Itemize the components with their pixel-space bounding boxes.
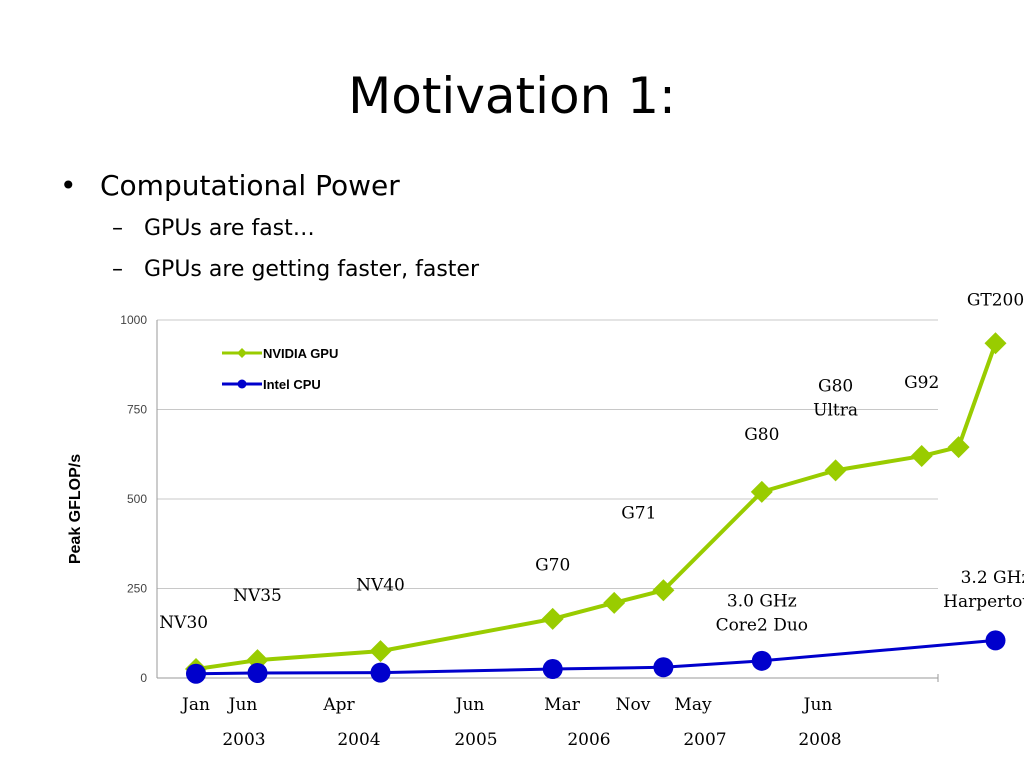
- legend-label: NVIDIA GPU: [263, 346, 338, 361]
- bullet-text: Computational Power: [100, 169, 400, 202]
- x-year-label: 2004: [337, 730, 380, 750]
- data-point-diamond: [984, 332, 1007, 355]
- data-point-diamond: [824, 459, 847, 482]
- annotation-label: G80: [818, 377, 853, 397]
- annotation-label: NV40: [356, 575, 405, 595]
- annotation-label: GT200: [967, 291, 1024, 311]
- x-month-label: Jan: [180, 695, 210, 715]
- data-point-diamond: [947, 436, 970, 459]
- data-point-circle: [186, 663, 206, 684]
- x-year-label: 2006: [567, 730, 610, 750]
- sub-bullet-text: GPUs are getting faster, faster: [144, 257, 479, 282]
- x-year-label: 2003: [222, 730, 265, 750]
- data-point-diamond: [369, 640, 392, 663]
- annotation-label: NV35: [233, 586, 282, 606]
- y-axis-label: Peak GFLOP/s: [67, 454, 84, 564]
- sub-bullet-dash: –: [112, 216, 123, 241]
- data-point-circle: [542, 659, 563, 680]
- annotation-label: Ultra: [813, 401, 858, 421]
- annotation-label: NV30: [159, 613, 208, 633]
- bullet-computational-power: • Computational Power: [60, 166, 400, 206]
- x-year-label: 2005: [454, 730, 497, 750]
- x-month-label: Nov: [616, 695, 651, 715]
- slide-title: Motivation 1:: [348, 67, 676, 125]
- annotation-label: G70: [535, 556, 570, 576]
- y-tick-label: 250: [127, 582, 147, 596]
- y-tick-label: 750: [127, 403, 147, 417]
- data-point-circle: [247, 662, 268, 683]
- legend-label: Intel CPU: [263, 377, 321, 392]
- x-month-label: Jun: [454, 695, 485, 715]
- data-point-circle: [653, 657, 674, 678]
- x-year-label: 2008: [798, 730, 841, 750]
- y-tick-label: 500: [127, 492, 147, 506]
- x-year-label: 2007: [683, 730, 726, 750]
- annotation-label: Core2 Duo: [716, 615, 808, 635]
- sub-bullet-gpus-faster: – GPUs are getting faster, faster: [112, 255, 479, 285]
- data-point-circle: [985, 630, 1006, 651]
- x-month-label: Jun: [802, 695, 833, 715]
- x-month-label: Apr: [322, 695, 355, 715]
- sub-bullet-dash: –: [112, 257, 123, 282]
- y-tick-label: 1000: [120, 313, 147, 327]
- bullet-dot: •: [60, 169, 77, 202]
- legend-marker-circle: [237, 379, 247, 389]
- y-tick-label: 0: [140, 671, 147, 685]
- gflops-chart: 0 250 500 750 1000 Peak GFLOP/s Jan Jun Apr Jun Ma…: [67, 291, 1024, 750]
- series-line-nvidia-gpu: [195, 342, 998, 672]
- annotation-label: G71: [621, 504, 656, 524]
- x-month-label: Mar: [544, 695, 581, 715]
- sub-bullet-text: GPUs are fast…: [144, 216, 315, 241]
- data-point-diamond: [750, 480, 773, 503]
- data-point-diamond: [652, 579, 675, 602]
- annotation-label: G92: [904, 373, 939, 393]
- data-point-circle: [751, 650, 772, 671]
- annotation-label: 3.2 GHz: [961, 568, 1024, 588]
- data-point-diamond: [541, 607, 564, 630]
- annotation-label: Harpertown: [943, 592, 1024, 612]
- sub-bullet-gpus-fast: – GPUs are fast…: [112, 214, 315, 244]
- annotation-label: G80: [744, 425, 779, 445]
- legend-marker-diamond: [237, 348, 247, 358]
- data-point-diamond: [910, 445, 933, 468]
- data-point-diamond: [603, 591, 626, 614]
- annotation-label: 3.0 GHz: [727, 591, 797, 611]
- x-month-label: Jun: [227, 695, 258, 715]
- x-month-label: May: [674, 695, 712, 715]
- data-point-circle: [370, 662, 391, 683]
